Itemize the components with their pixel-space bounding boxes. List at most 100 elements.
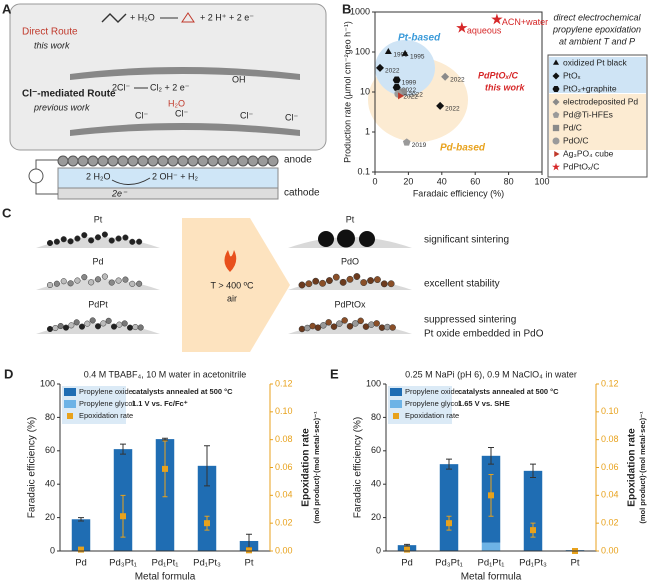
anneal-arrow bbox=[182, 218, 290, 352]
legend-label: Pd/C bbox=[563, 122, 582, 132]
particle bbox=[94, 323, 102, 330]
legend-label: oxidized Pt black bbox=[563, 57, 628, 67]
legend-label: PtOₓ bbox=[563, 70, 581, 80]
particle bbox=[352, 320, 359, 327]
marker bbox=[401, 49, 409, 56]
marker bbox=[491, 13, 503, 25]
y2-axis-label: Epoxidation rate bbox=[301, 428, 312, 507]
particle bbox=[132, 324, 139, 331]
equation: + 2 H⁺ + 2 e⁻ bbox=[200, 12, 254, 22]
particle bbox=[373, 320, 380, 327]
point-label: 2022 bbox=[385, 68, 400, 75]
bar-segment bbox=[481, 542, 501, 551]
marker bbox=[456, 21, 468, 33]
error-bar bbox=[488, 446, 494, 465]
marker bbox=[392, 76, 401, 84]
error-bar bbox=[78, 517, 84, 522]
rate-marker bbox=[78, 546, 84, 553]
rate-marker bbox=[204, 520, 210, 527]
point-label: 2022 bbox=[408, 92, 423, 99]
legend-label: Epoxidation rate bbox=[79, 411, 133, 420]
x-axis-label: Metal formula bbox=[135, 572, 196, 583]
panel-a: A Direct Route this work + H₂O + 2 H⁺ + … bbox=[2, 1, 327, 200]
particle bbox=[89, 317, 96, 324]
particle bbox=[46, 281, 54, 289]
particle bbox=[46, 239, 54, 247]
note: at ambient T and P bbox=[559, 36, 635, 46]
sphere bbox=[257, 155, 269, 167]
particle bbox=[78, 323, 86, 330]
y2-tick-label: 0.12 bbox=[601, 378, 619, 388]
anode-spheres bbox=[57, 155, 279, 167]
particle bbox=[368, 321, 375, 328]
sphere bbox=[127, 155, 139, 167]
epoxide bbox=[181, 12, 195, 23]
bar-segment bbox=[197, 465, 217, 551]
error-bar bbox=[530, 463, 536, 479]
route-note: this work bbox=[34, 40, 70, 50]
particle bbox=[60, 236, 67, 243]
legend-label: Propylene glycol bbox=[79, 399, 134, 408]
x-tick-label: Pt bbox=[571, 558, 580, 569]
legend-swatch bbox=[390, 388, 402, 396]
point-label: 1995 bbox=[393, 52, 408, 59]
legend-label: PdPtOₓ/C bbox=[563, 161, 599, 171]
y2-tick-label: 0.10 bbox=[601, 406, 619, 416]
particle bbox=[126, 324, 134, 331]
legend-label: electrodeposited Pd bbox=[563, 96, 638, 106]
y2-tick-label: 0.04 bbox=[601, 490, 619, 500]
surface-ion: Cl⁻ bbox=[285, 112, 298, 122]
particle bbox=[115, 277, 122, 284]
legend-label: Propylene glycol bbox=[405, 399, 460, 408]
bar-segment bbox=[71, 519, 91, 551]
particle bbox=[62, 324, 70, 331]
legend-label: Pd@Ti-HFEs bbox=[563, 109, 613, 119]
particle bbox=[339, 278, 347, 286]
y-tick-label: 100 bbox=[366, 378, 381, 388]
particle bbox=[105, 317, 112, 324]
particle bbox=[380, 280, 388, 288]
rate-marker bbox=[120, 513, 126, 520]
x-tick-label: 80 bbox=[504, 176, 514, 186]
y-tick-label: 100 bbox=[355, 46, 370, 56]
x-tick-label: Pd bbox=[75, 558, 87, 569]
annotation: 1.1 V vs. Fc/Fc⁺ bbox=[132, 399, 188, 408]
particle bbox=[337, 229, 355, 248]
marker bbox=[552, 59, 560, 65]
marker bbox=[552, 85, 560, 93]
condition: air bbox=[227, 293, 237, 303]
legend-swatch bbox=[64, 400, 76, 408]
sphere bbox=[67, 155, 79, 167]
particle bbox=[94, 276, 102, 283]
highlight: PdPtOₓ/C bbox=[478, 70, 519, 80]
point-label: 2019 bbox=[412, 142, 427, 149]
panel-label: B bbox=[342, 1, 351, 16]
error-bar bbox=[162, 437, 168, 441]
particle bbox=[318, 231, 334, 247]
marker bbox=[552, 162, 560, 171]
legend-label: Propylene oxide bbox=[405, 387, 459, 396]
x-tick-label: Pd bbox=[401, 558, 413, 569]
particle bbox=[121, 320, 128, 327]
y-tick-label: 0.1 bbox=[357, 166, 370, 176]
support bbox=[36, 237, 160, 248]
particle bbox=[325, 319, 332, 326]
particle bbox=[325, 277, 333, 284]
sphere bbox=[57, 155, 69, 167]
particle bbox=[52, 324, 59, 332]
sample-label: PdPt bbox=[88, 299, 108, 309]
sphere bbox=[97, 155, 109, 167]
legend-swatch bbox=[390, 400, 402, 408]
sphere bbox=[247, 155, 259, 167]
chart-title: 0.4 M TBABF₄, 10 M water in acetonitrile bbox=[84, 369, 247, 379]
sphere bbox=[147, 155, 159, 167]
region-label: Pt-based bbox=[398, 33, 441, 44]
y2-tick-label: 0.08 bbox=[275, 434, 293, 444]
y-tick-label: 20 bbox=[371, 512, 381, 522]
particle bbox=[67, 238, 74, 245]
region-label: Pd-based bbox=[440, 143, 486, 154]
outcome: Pt oxide embedded in PdO bbox=[424, 329, 544, 340]
particle bbox=[378, 324, 386, 331]
equation: + H₂O bbox=[130, 12, 155, 22]
particle bbox=[384, 323, 391, 331]
